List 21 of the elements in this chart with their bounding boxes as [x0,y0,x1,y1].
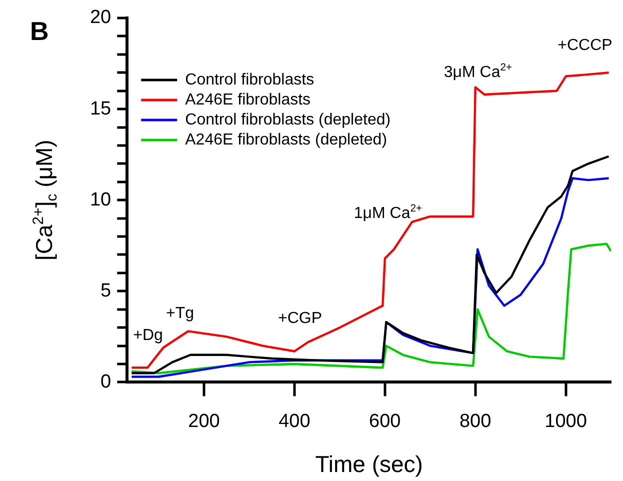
y-tick-label: 0 [100,371,112,392]
legend-label: Control fibroblasts (depleted) [185,111,391,128]
annotation: +CGP [278,310,322,327]
x-tick-label: 600 [369,410,401,432]
y-tick-label: 10 [90,189,112,210]
legend-label: A246E fibroblasts (depleted) [185,131,388,148]
y-tick-label: 20 [90,7,112,28]
legend-label: Control fibroblasts [185,71,314,88]
y-axis-title: [Ca2+]c (μM) [30,140,61,260]
annotation: +Dg [133,327,163,344]
y-tick-label: 5 [100,280,112,302]
x-tick-label: 1000 [544,410,587,432]
x-tick-label: 400 [278,410,310,432]
y-tick-label: 15 [90,98,112,120]
annotation: +CCCP [558,37,612,54]
x-axis-title: Time (sec) [315,451,423,477]
text: B [30,16,49,46]
legend-label: A246E fibroblasts [185,91,311,108]
annotation: +Tg [166,305,194,322]
x-tick-label: 800 [459,410,492,432]
x-tick-label: 200 [188,410,220,432]
